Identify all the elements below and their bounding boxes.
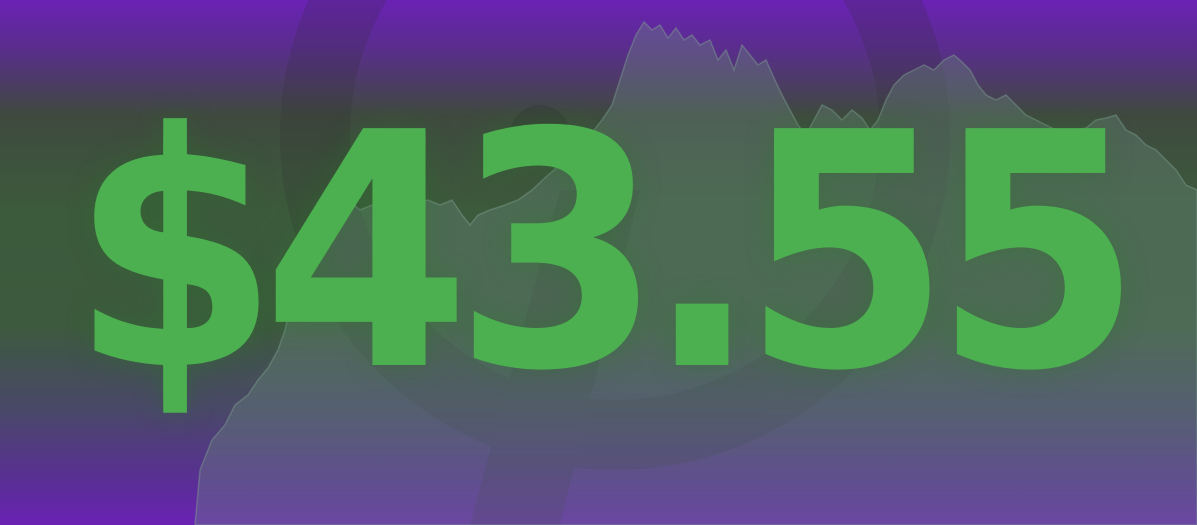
price-display: $43.55 bbox=[0, 62, 1197, 442]
price-value: $43.55 bbox=[71, 62, 1142, 442]
faded-circle-logo bbox=[280, 0, 950, 525]
price-area-chart bbox=[194, 20, 1197, 525]
